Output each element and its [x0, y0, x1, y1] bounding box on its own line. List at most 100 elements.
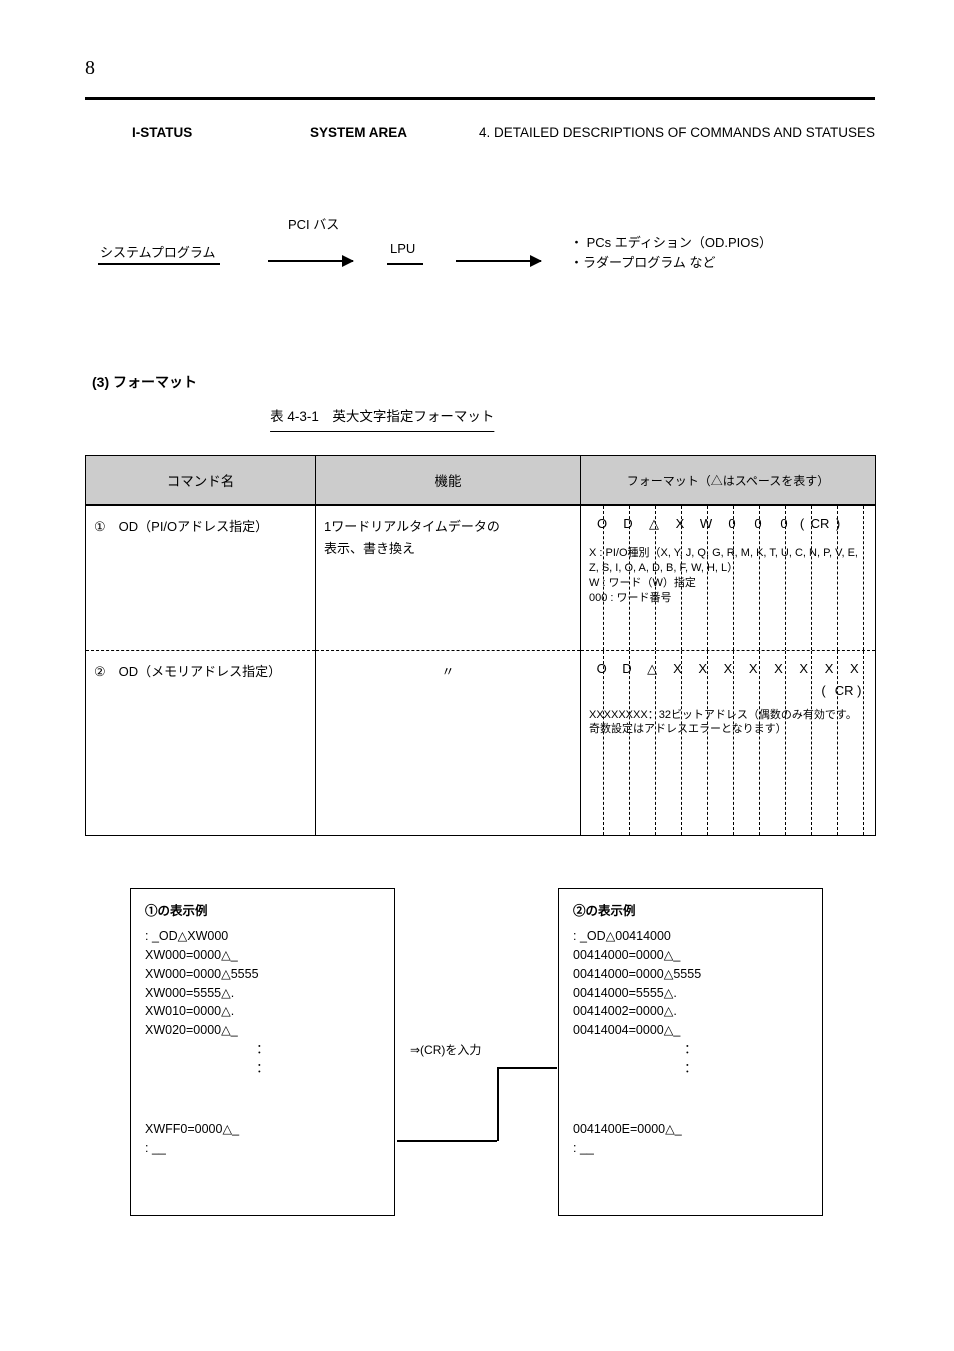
panel-line: 00414000=5555△.	[573, 985, 808, 1002]
panel-line: : __	[145, 1140, 380, 1157]
format-note: XXXXXXXX：32ビットアドレス（偶数のみ有効です。奇数設定はアドレスエラー…	[589, 708, 867, 738]
panel-line: 00414000=0000△5555	[573, 966, 808, 983]
example-panel-right: ②の表示例 : _OD△00414000 00414000=0000△_ 004…	[558, 888, 823, 1216]
format-note: W : ワード（W）指定	[589, 576, 867, 591]
digit-divider	[603, 506, 604, 650]
digit: 0	[771, 516, 797, 532]
format-heading: (3) フォーマット	[92, 372, 197, 392]
panel-line: XW000=0000△_	[145, 947, 380, 964]
panel-line: XW000=0000△5555	[145, 966, 380, 983]
panel-line: 00414000=0000△_	[573, 947, 808, 964]
flow-arrow	[268, 260, 353, 262]
digit: X	[741, 661, 766, 677]
digit-divider	[707, 506, 708, 650]
digit: X	[791, 661, 816, 677]
panel-line: XW020=0000△_	[145, 1022, 380, 1039]
panel-line: XWFF0=0000△_	[145, 1121, 380, 1138]
panel-line: 00414004=0000△_	[573, 1022, 808, 1039]
flow-node-underline	[387, 263, 423, 265]
flow-lpu-item: ・ PCs エディション（OD.PIOS）	[570, 232, 772, 251]
example-panel-left: ①の表示例 : _OD△XW000 XW000=0000△_ XW000=000…	[130, 888, 395, 1216]
digit-divider	[811, 506, 812, 650]
digit: (	[797, 516, 807, 532]
digit-divider	[655, 506, 656, 650]
digit: O	[589, 516, 615, 532]
col-header-format: フォーマット（△はスペースを表す）	[581, 456, 876, 506]
digit-divider	[785, 506, 786, 650]
digit-divider	[837, 651, 838, 835]
panel-title: ①の表示例	[145, 903, 380, 920]
digit-divider	[603, 651, 604, 835]
format-note: X : PI/O種別（X, Y, J, Q, G, R, M, K, T, U,…	[589, 546, 867, 576]
cmd-name: ② OD（メモリアドレス指定）	[94, 661, 307, 683]
header-area: SYSTEM AREA	[310, 125, 407, 140]
digit: △	[640, 661, 665, 677]
digit: O	[589, 661, 614, 677]
digit: △	[641, 516, 667, 532]
cr-hint: ⇒(CR)を入力	[410, 1041, 481, 1058]
digit-divider	[759, 506, 760, 650]
function-line: 1ワードリアルタイムデータの	[324, 516, 572, 538]
digit-divider	[681, 506, 682, 650]
flow-label-system-program: システムプログラム	[100, 242, 215, 261]
connector-segment	[497, 1067, 557, 1069]
digit: W	[693, 516, 719, 532]
digit: 0	[745, 516, 771, 532]
panel-line: : _OD△00414000	[573, 928, 808, 945]
digit-divider	[629, 651, 630, 835]
flow-node-underline	[98, 263, 220, 265]
digit: (	[821, 683, 831, 698]
panel-line: ：	[573, 1041, 808, 1058]
top-rule	[85, 97, 875, 100]
col-header-command: コマンド名	[86, 456, 316, 506]
cmd-name: ① OD（PI/Oアドレス指定）	[94, 516, 307, 538]
col-header-function: 機能	[316, 456, 581, 506]
panel-line: ：	[145, 1041, 380, 1058]
format-note: 000 : ワード番号	[589, 591, 867, 606]
digit: D	[615, 516, 641, 532]
panel-line: XW010=0000△.	[145, 1003, 380, 1020]
flow-label-pci-bus: PCI バス	[288, 214, 339, 233]
digit-divider	[655, 651, 656, 835]
digit-divider	[629, 506, 630, 650]
digit-divider	[811, 651, 812, 835]
digit-divider	[707, 651, 708, 835]
format-table: コマンド名 機能 フォーマット（△はスペースを表す） ① OD（PI/Oアドレス…	[85, 455, 876, 836]
header-chapter: 4. DETAILED DESCRIPTIONS OF COMMANDS AND…	[479, 125, 875, 140]
digit-divider	[681, 651, 682, 835]
table-row: ② OD（メモリアドレス指定） 〃 O D △ X X X X	[86, 650, 876, 835]
page-number: 8	[85, 57, 95, 80]
panel-line: XW000=5555△.	[145, 985, 380, 1002]
digit-divider	[759, 651, 760, 835]
digit-divider	[785, 651, 786, 835]
connector-segment	[397, 1140, 497, 1142]
digit: 0	[719, 516, 745, 532]
page-root: 8 I-STATUS SYSTEM AREA 4. DETAILED DESCR…	[0, 0, 954, 1351]
digit: X	[665, 661, 690, 677]
flow-arrow	[456, 260, 541, 262]
header-i-status: I-STATUS	[132, 125, 192, 140]
digit: X	[690, 661, 715, 677]
panel-line: : __	[573, 1140, 808, 1157]
digit-divider	[863, 506, 864, 650]
connector-segment	[497, 1067, 499, 1141]
flow-label-lpu: LPU	[390, 241, 415, 256]
panel-line: ：	[573, 1060, 808, 1077]
digit: )	[833, 516, 843, 532]
digit: X	[667, 516, 693, 532]
digit: CR	[831, 683, 857, 698]
panel-line: 00414002=0000△.	[573, 1003, 808, 1020]
panel-title: ②の表示例	[573, 903, 808, 920]
digit: D	[614, 661, 639, 677]
digit-divider	[733, 506, 734, 650]
panel-line: : _OD△XW000	[145, 928, 380, 945]
table-title-text: 表 4-3-1 英大文字指定フォーマット	[270, 409, 494, 424]
digit: X	[715, 661, 740, 677]
panel-line: ：	[145, 1060, 380, 1077]
digit-divider	[863, 651, 864, 835]
table-title: ________表 4-3-1 英大文字指定フォーマット________	[210, 405, 554, 429]
digit-divider	[837, 506, 838, 650]
table-row: ① OD（PI/Oアドレス指定） 1ワードリアルタイムデータの 表示、書き換え …	[86, 505, 876, 650]
flow-lpu-item: ・ラダープログラム など	[570, 252, 715, 271]
panel-line: 0041400E=0000△_	[573, 1121, 808, 1138]
